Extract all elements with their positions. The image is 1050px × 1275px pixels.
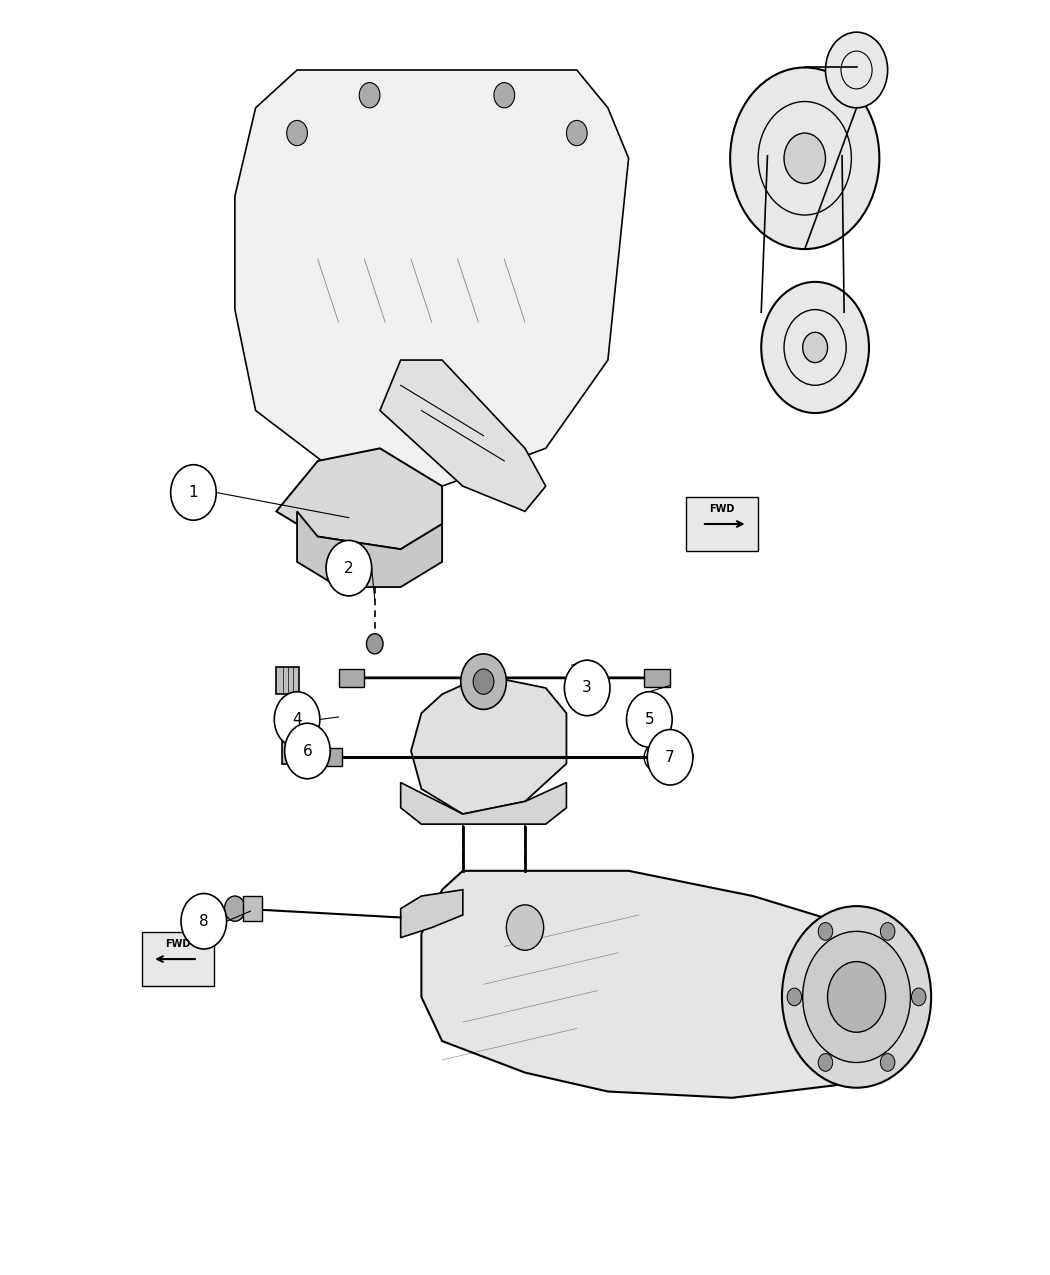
Circle shape [181,894,227,949]
Text: 4: 4 [292,711,301,727]
Circle shape [506,905,544,950]
Circle shape [911,988,926,1006]
FancyBboxPatch shape [686,497,758,551]
Circle shape [366,634,383,654]
Circle shape [761,282,869,413]
Circle shape [274,692,320,747]
Bar [662,748,691,766]
Text: 1: 1 [189,484,198,500]
Circle shape [802,333,827,362]
Bar [313,748,341,766]
Circle shape [784,133,825,184]
Circle shape [627,692,672,747]
Text: 3: 3 [583,681,592,695]
Text: 7: 7 [666,750,675,765]
Circle shape [359,83,380,108]
Circle shape [461,654,506,709]
Polygon shape [401,890,463,937]
Circle shape [802,931,910,1062]
Circle shape [782,907,931,1088]
Circle shape [818,1053,833,1071]
Text: FWD: FWD [709,504,735,514]
Circle shape [564,660,610,715]
Circle shape [494,83,514,108]
Polygon shape [401,783,566,824]
Circle shape [647,729,693,785]
Circle shape [818,923,833,940]
Circle shape [285,723,330,779]
Polygon shape [411,676,566,813]
Text: 2: 2 [344,561,354,575]
Text: 8: 8 [200,914,209,928]
Polygon shape [380,360,546,511]
Text: 6: 6 [302,743,312,759]
Circle shape [474,669,494,695]
Circle shape [788,988,801,1006]
Circle shape [171,464,216,520]
Circle shape [827,961,885,1033]
Polygon shape [276,449,442,550]
Bar [244,896,261,922]
Circle shape [287,120,308,145]
Bar [276,667,299,695]
Bar [644,669,670,687]
Circle shape [880,1053,895,1071]
Polygon shape [235,70,629,486]
Circle shape [825,32,887,108]
Text: FWD: FWD [165,938,191,949]
Circle shape [566,120,587,145]
Polygon shape [297,511,442,586]
Circle shape [880,923,895,940]
Polygon shape [421,871,898,1098]
FancyBboxPatch shape [142,932,214,986]
Bar [281,736,304,764]
Circle shape [327,541,372,595]
Circle shape [730,68,879,249]
Bar [338,669,364,687]
Circle shape [225,896,246,922]
Text: 5: 5 [645,711,654,727]
